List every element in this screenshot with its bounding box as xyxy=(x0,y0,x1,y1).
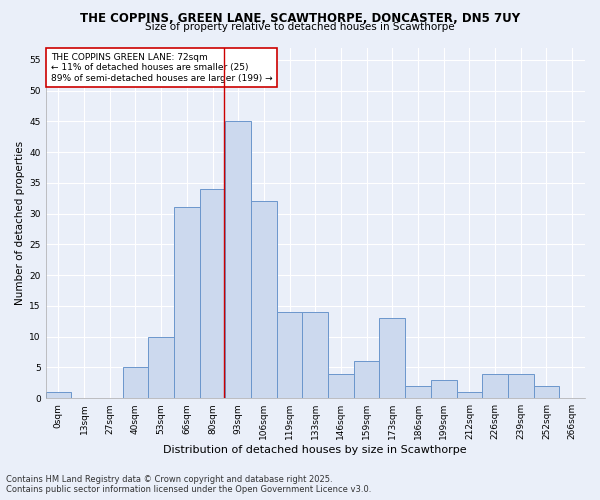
Bar xyxy=(379,318,405,398)
Text: Size of property relative to detached houses in Scawthorpe: Size of property relative to detached ho… xyxy=(145,22,455,32)
Bar xyxy=(200,189,226,398)
Bar xyxy=(508,374,533,398)
Bar xyxy=(148,336,174,398)
Text: THE COPPINS, GREEN LANE, SCAWTHORPE, DONCASTER, DN5 7UY: THE COPPINS, GREEN LANE, SCAWTHORPE, DON… xyxy=(80,12,520,26)
Bar xyxy=(226,122,251,398)
Text: THE COPPINS GREEN LANE: 72sqm
← 11% of detached houses are smaller (25)
89% of s: THE COPPINS GREEN LANE: 72sqm ← 11% of d… xyxy=(51,53,272,82)
Bar xyxy=(46,392,71,398)
Bar xyxy=(533,386,559,398)
Bar xyxy=(482,374,508,398)
Bar xyxy=(302,312,328,398)
Text: Contains HM Land Registry data © Crown copyright and database right 2025.
Contai: Contains HM Land Registry data © Crown c… xyxy=(6,474,371,494)
Bar xyxy=(431,380,457,398)
Bar xyxy=(277,312,302,398)
Bar xyxy=(251,202,277,398)
Bar xyxy=(354,362,379,398)
Bar xyxy=(457,392,482,398)
Bar xyxy=(405,386,431,398)
Bar xyxy=(328,374,354,398)
X-axis label: Distribution of detached houses by size in Scawthorpe: Distribution of detached houses by size … xyxy=(163,445,467,455)
Y-axis label: Number of detached properties: Number of detached properties xyxy=(15,141,25,305)
Bar xyxy=(122,368,148,398)
Bar xyxy=(174,208,200,398)
